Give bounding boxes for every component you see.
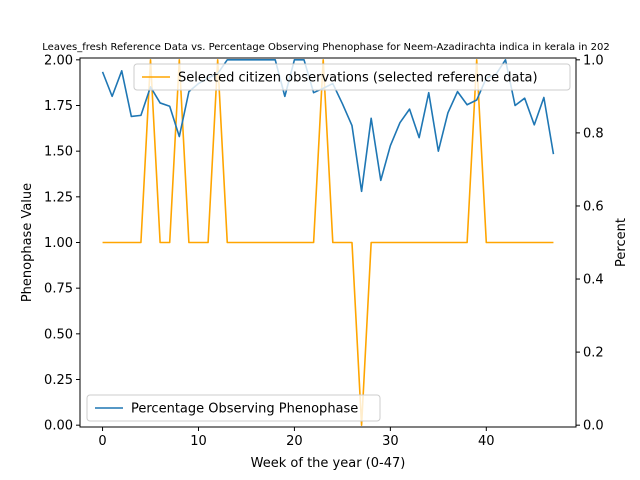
x-tick-label: 20 (286, 434, 303, 449)
right-y-axis-label: Percent (614, 218, 629, 267)
legend-top-right: Selected citizen observations (selected … (133, 63, 571, 91)
right-y-tick-label: 0.2 (583, 346, 604, 361)
legend-label-reference: Selected citizen observations (selected … (178, 71, 538, 86)
right-y-tick-label: 0.4 (583, 273, 604, 288)
x-tick-label: 30 (382, 434, 399, 449)
legend-label-percentage: Percentage Observing Phenophase (131, 402, 358, 417)
legend-box (86, 394, 381, 422)
left-y-axis-label: Phenophase Value (20, 183, 35, 302)
right-y-tick-label: 0.8 (583, 126, 604, 141)
left-y-tick-label: 0.25 (44, 373, 73, 388)
left-y-tick-label: 0.75 (44, 282, 73, 297)
right-y-axis-ticks: 0.0 0.2 0.4 0.6 0.8 1.0 (576, 53, 604, 434)
right-y-tick-label: 0.0 (583, 419, 604, 434)
right-y-tick-label: 1.0 (583, 53, 604, 68)
left-y-tick-label: 0.00 (44, 419, 73, 434)
left-y-tick-label: 1.00 (44, 236, 73, 251)
chart-title: Leaves_fresh Reference Data vs. Percenta… (42, 42, 609, 53)
series-line-0 (102, 59, 554, 426)
x-axis-label: Week of the year (0-47) (251, 456, 406, 471)
left-y-tick-label: 0.50 (44, 327, 73, 342)
left-y-tick-label: 1.50 (44, 145, 73, 160)
x-tick-label: 10 (190, 434, 207, 449)
legend-bottom-left: Percentage Observing Phenophase (86, 394, 381, 422)
left-y-tick-label: 2.00 (44, 53, 73, 68)
x-axis-ticks: 0 10 20 30 40 (98, 427, 495, 449)
left-y-axis-ticks: 0.00 0.25 0.50 0.75 1.00 1.25 1.50 1.75 2.00 (44, 53, 80, 434)
left-y-tick-label: 1.25 (44, 190, 73, 205)
legend-box (133, 63, 571, 91)
x-tick-label: 0 (98, 434, 106, 449)
plot-lines (101, 59, 555, 426)
x-tick-label: 40 (478, 434, 495, 449)
right-y-tick-label: 0.6 (583, 199, 604, 214)
left-y-tick-label: 1.75 (44, 99, 73, 114)
